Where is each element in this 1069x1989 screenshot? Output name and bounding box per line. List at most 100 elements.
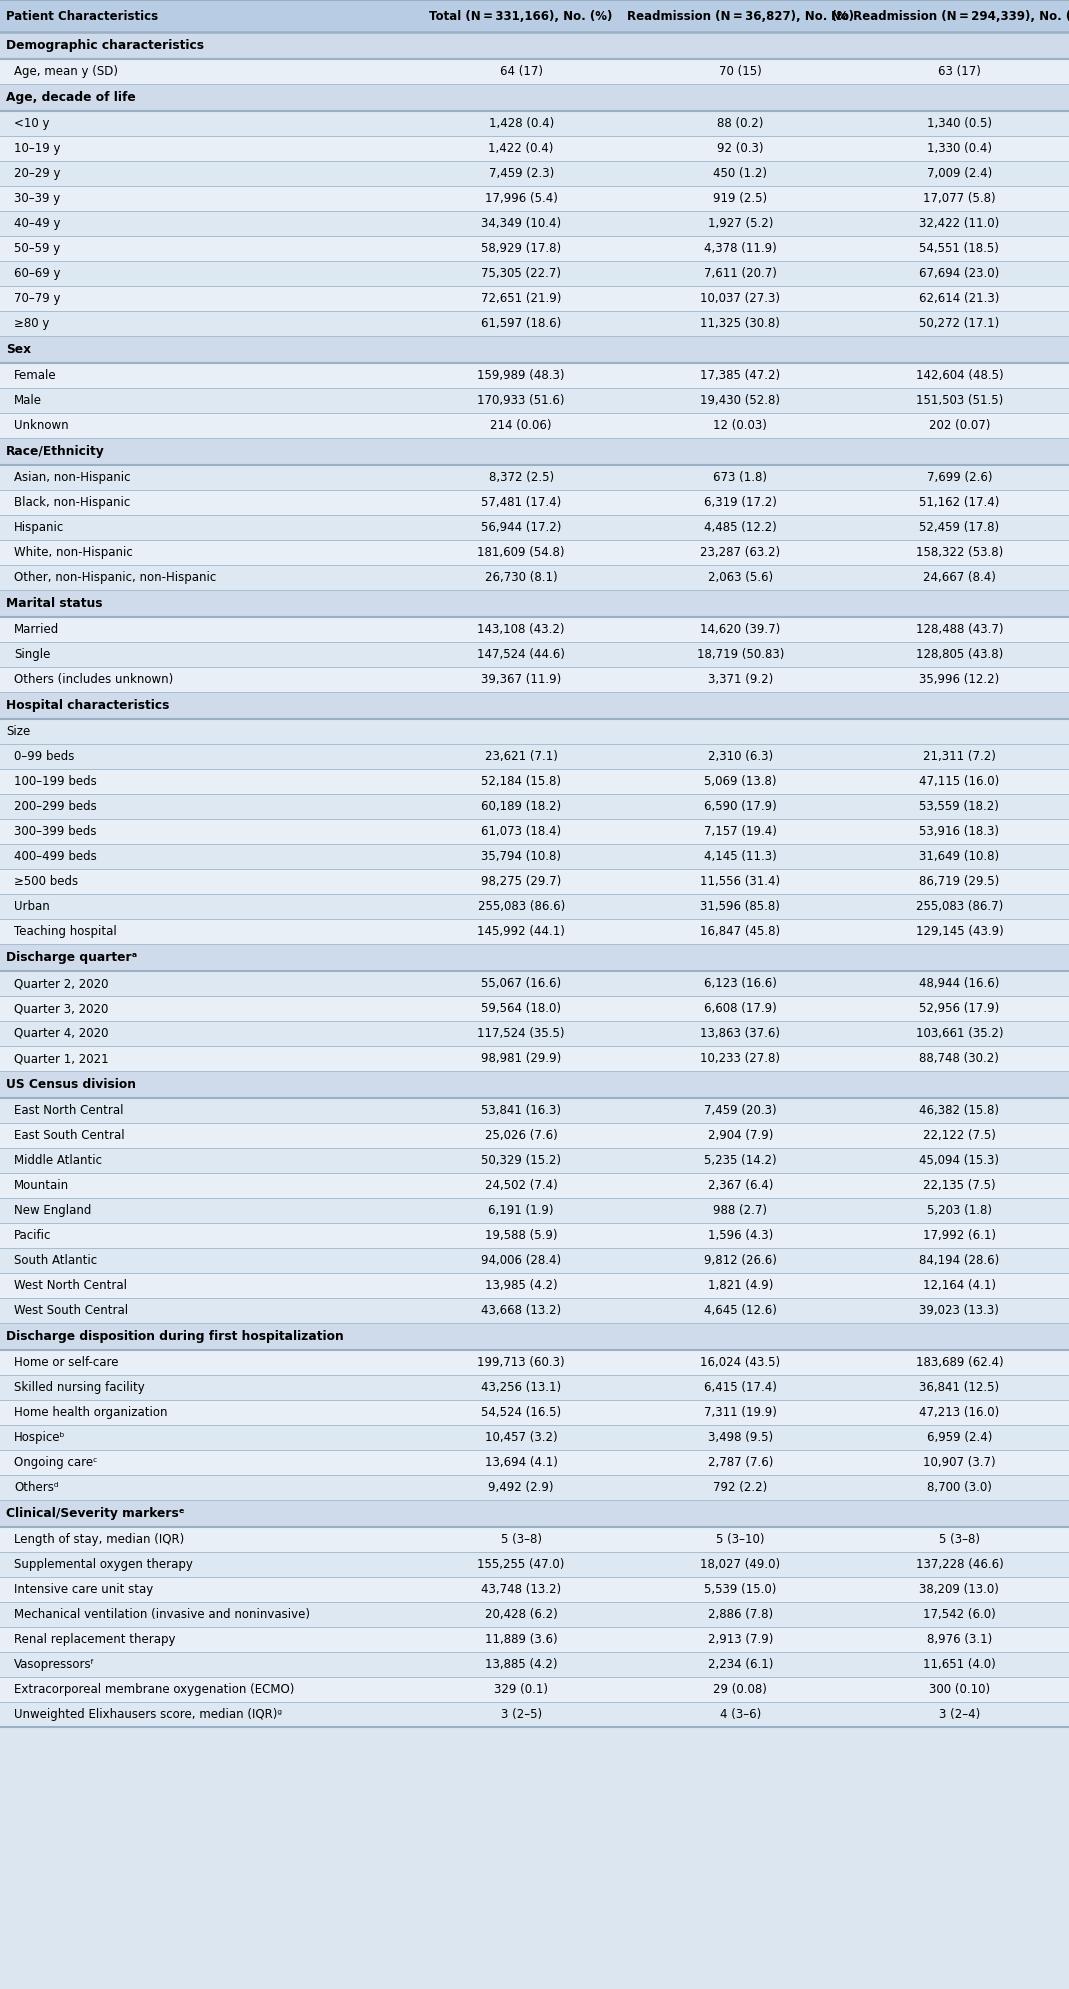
Text: 5,069 (13.8): 5,069 (13.8)	[704, 776, 776, 788]
Text: 26,730 (8.1): 26,730 (8.1)	[485, 571, 557, 585]
Bar	[0, 1070, 1069, 1098]
Bar	[0, 135, 1069, 161]
Text: 58,929 (17.8): 58,929 (17.8)	[481, 243, 561, 255]
Text: 12 (0.03): 12 (0.03)	[713, 420, 768, 432]
Text: 13,985 (4.2): 13,985 (4.2)	[485, 1279, 557, 1293]
Text: 2,904 (7.9): 2,904 (7.9)	[708, 1130, 773, 1142]
Bar	[0, 819, 1069, 843]
Text: 1,340 (0.5): 1,340 (0.5)	[927, 117, 992, 129]
Text: 24,502 (7.4): 24,502 (7.4)	[484, 1179, 558, 1191]
Text: South Atlantic: South Atlantic	[14, 1253, 97, 1267]
Bar	[0, 261, 1069, 286]
Text: 43,668 (13.2): 43,668 (13.2)	[481, 1305, 561, 1317]
Text: 5 (3–8): 5 (3–8)	[500, 1534, 542, 1545]
Text: 329 (0.1): 329 (0.1)	[494, 1683, 548, 1697]
Text: 10,233 (27.8): 10,233 (27.8)	[700, 1052, 780, 1064]
Text: 40–49 y: 40–49 y	[14, 217, 61, 231]
Text: Hospiceᵇ: Hospiceᵇ	[14, 1430, 65, 1444]
Bar	[0, 919, 1069, 945]
Text: 92 (0.3): 92 (0.3)	[717, 141, 763, 155]
Text: Race/Ethnicity: Race/Ethnicity	[6, 446, 105, 457]
Text: 54,524 (16.5): 54,524 (16.5)	[481, 1406, 561, 1418]
Text: 55,067 (16.6): 55,067 (16.6)	[481, 977, 561, 991]
Bar	[0, 111, 1069, 135]
Text: Mountain: Mountain	[14, 1179, 69, 1191]
Text: 53,916 (18.3): 53,916 (18.3)	[919, 825, 1000, 837]
Text: 45,094 (15.3): 45,094 (15.3)	[919, 1154, 1000, 1168]
Text: Home health organization: Home health organization	[14, 1406, 168, 1418]
Bar	[0, 539, 1069, 565]
Text: 10,907 (3.7): 10,907 (3.7)	[924, 1456, 995, 1470]
Bar	[0, 1476, 1069, 1500]
Bar	[0, 1500, 1069, 1528]
Text: Total (N = 331,166), No. (%): Total (N = 331,166), No. (%)	[430, 10, 613, 22]
Text: 25,026 (7.6): 25,026 (7.6)	[484, 1130, 558, 1142]
Text: 155,255 (47.0): 155,255 (47.0)	[478, 1557, 564, 1571]
Bar	[0, 1174, 1069, 1197]
Text: Teaching hospital: Teaching hospital	[14, 925, 117, 939]
Text: Age, decade of life: Age, decade of life	[6, 91, 136, 103]
Text: 88,748 (30.2): 88,748 (30.2)	[919, 1052, 1000, 1064]
Text: 151,503 (51.5): 151,503 (51.5)	[916, 394, 1003, 408]
Bar	[0, 211, 1069, 237]
Bar	[0, 1400, 1069, 1424]
Bar	[0, 617, 1069, 642]
Text: 4,378 (11.9): 4,378 (11.9)	[703, 243, 777, 255]
Text: 8,976 (3.1): 8,976 (3.1)	[927, 1633, 992, 1647]
Text: Middle Atlantic: Middle Atlantic	[14, 1154, 102, 1168]
Text: Male: Male	[14, 394, 42, 408]
Text: Urban: Urban	[14, 899, 50, 913]
Text: 3,371 (9.2): 3,371 (9.2)	[708, 672, 773, 686]
Text: 673 (1.8): 673 (1.8)	[713, 471, 768, 483]
Text: Hospital characteristics: Hospital characteristics	[6, 698, 169, 712]
Text: 145,992 (44.1): 145,992 (44.1)	[477, 925, 566, 939]
Text: 5 (3–8): 5 (3–8)	[939, 1534, 980, 1545]
Text: 60–69 y: 60–69 y	[14, 267, 61, 280]
Text: 1,422 (0.4): 1,422 (0.4)	[489, 141, 554, 155]
Text: Age, mean y (SD): Age, mean y (SD)	[14, 66, 118, 78]
Bar	[0, 286, 1069, 310]
Text: 48,944 (16.6): 48,944 (16.6)	[919, 977, 1000, 991]
Text: 60,189 (18.2): 60,189 (18.2)	[481, 800, 561, 814]
Bar	[0, 1098, 1069, 1124]
Text: West South Central: West South Central	[14, 1305, 128, 1317]
Text: Unweighted Elixhausers score, median (IQR)ᵍ: Unweighted Elixhausers score, median (IQ…	[14, 1709, 282, 1720]
Text: Clinical/Severity markersᵉ: Clinical/Severity markersᵉ	[6, 1508, 185, 1520]
Bar	[0, 1551, 1069, 1577]
Bar	[0, 1601, 1069, 1627]
Text: 13,863 (37.6): 13,863 (37.6)	[700, 1026, 780, 1040]
Text: 11,651 (4.0): 11,651 (4.0)	[923, 1659, 996, 1671]
Text: Black, non-Hispanic: Black, non-Hispanic	[14, 495, 130, 509]
Bar	[0, 893, 1069, 919]
Text: 70–79 y: 70–79 y	[14, 292, 61, 304]
Text: West North Central: West North Central	[14, 1279, 127, 1293]
Text: 52,184 (15.8): 52,184 (15.8)	[481, 776, 561, 788]
Text: 6,319 (17.2): 6,319 (17.2)	[703, 495, 777, 509]
Text: 13,885 (4.2): 13,885 (4.2)	[485, 1659, 557, 1671]
Bar	[0, 1046, 1069, 1070]
Text: 142,604 (48.5): 142,604 (48.5)	[916, 370, 1003, 382]
Text: 159,989 (48.3): 159,989 (48.3)	[478, 370, 564, 382]
Text: Readmission (N = 36,827), No. (%): Readmission (N = 36,827), No. (%)	[626, 10, 854, 22]
Bar	[0, 438, 1069, 465]
Bar	[0, 971, 1069, 996]
Text: 147,524 (44.6): 147,524 (44.6)	[477, 648, 566, 660]
Text: 22,122 (7.5): 22,122 (7.5)	[923, 1130, 996, 1142]
Text: 10–19 y: 10–19 y	[14, 141, 61, 155]
Text: 2,063 (5.6): 2,063 (5.6)	[708, 571, 773, 585]
Text: 300–399 beds: 300–399 beds	[14, 825, 96, 837]
Text: 47,213 (16.0): 47,213 (16.0)	[919, 1406, 1000, 1418]
Text: 2,886 (7.8): 2,886 (7.8)	[708, 1607, 773, 1621]
Text: 19,430 (52.8): 19,430 (52.8)	[700, 394, 780, 408]
Text: 53,841 (16.3): 53,841 (16.3)	[481, 1104, 561, 1118]
Text: Married: Married	[14, 623, 59, 636]
Text: 22,135 (7.5): 22,135 (7.5)	[924, 1179, 995, 1191]
Bar	[0, 642, 1069, 666]
Text: 3,498 (9.5): 3,498 (9.5)	[708, 1430, 773, 1444]
Text: 43,256 (13.1): 43,256 (13.1)	[481, 1380, 561, 1394]
Text: 2,310 (6.3): 2,310 (6.3)	[708, 750, 773, 764]
Text: Hispanic: Hispanic	[14, 521, 64, 533]
Text: 32,422 (11.0): 32,422 (11.0)	[919, 217, 1000, 231]
Text: 50,272 (17.1): 50,272 (17.1)	[919, 316, 1000, 330]
Text: Unknown: Unknown	[14, 420, 68, 432]
